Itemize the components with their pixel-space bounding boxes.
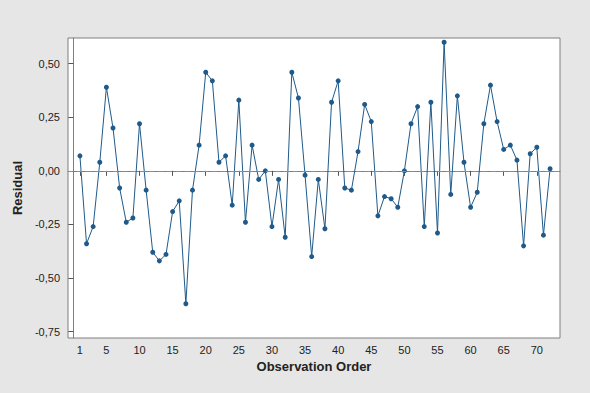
svg-text:25: 25 <box>233 344 245 356</box>
svg-text:1: 1 <box>77 344 83 356</box>
svg-text:45: 45 <box>365 344 377 356</box>
svg-text:60: 60 <box>464 344 476 356</box>
svg-text:35: 35 <box>299 344 311 356</box>
svg-text:50: 50 <box>398 344 410 356</box>
svg-text:-0,25: -0,25 <box>35 218 60 230</box>
svg-text:65: 65 <box>498 344 510 356</box>
svg-text:70: 70 <box>531 344 543 356</box>
svg-text:-0,50: -0,50 <box>35 272 60 284</box>
svg-text:0,00: 0,00 <box>39 165 60 177</box>
svg-text:0,50: 0,50 <box>39 58 60 70</box>
svg-text:55: 55 <box>431 344 443 356</box>
svg-text:-0,75: -0,75 <box>35 326 60 338</box>
svg-text:20: 20 <box>200 344 212 356</box>
svg-text:0,25: 0,25 <box>39 111 60 123</box>
svg-text:5: 5 <box>103 344 109 356</box>
svg-text:Residual: Residual <box>10 161 25 215</box>
svg-text:30: 30 <box>266 344 278 356</box>
svg-text:10: 10 <box>133 344 145 356</box>
svg-text:Observation Order: Observation Order <box>257 359 372 374</box>
svg-text:40: 40 <box>332 344 344 356</box>
svg-text:15: 15 <box>166 344 178 356</box>
